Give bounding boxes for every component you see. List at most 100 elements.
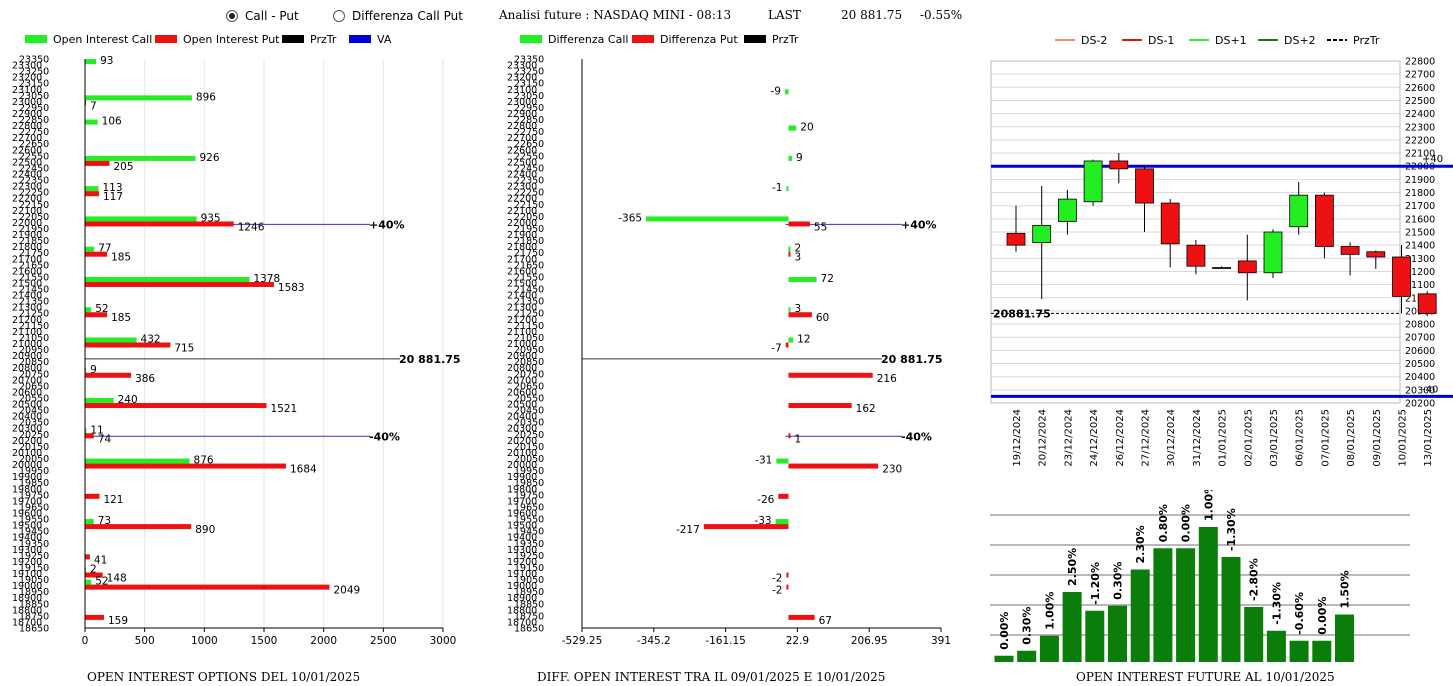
call-diff-bar bbox=[776, 458, 789, 464]
y-tick-label: 20600 bbox=[1405, 346, 1435, 357]
strike-tick-label: 22400 bbox=[507, 170, 537, 181]
call-bar bbox=[85, 579, 92, 585]
future-bar bbox=[1221, 557, 1241, 662]
put-bar-label: 1246 bbox=[238, 221, 265, 233]
strike-tick-label: 20200 bbox=[507, 436, 537, 447]
y-tick-label: 22800 bbox=[1405, 57, 1435, 68]
x-tick-label: 0 bbox=[82, 635, 89, 647]
strike-tick-label: 21600 bbox=[12, 266, 42, 277]
future-bar bbox=[1312, 640, 1332, 662]
y-tick-label: 22600 bbox=[1405, 83, 1435, 94]
put-bar bbox=[85, 281, 274, 287]
strike-tick-label: 22450 bbox=[514, 163, 544, 174]
strike-tick-label: 20950 bbox=[514, 345, 544, 356]
future-bar-label: 1.00% bbox=[1202, 490, 1215, 521]
strike-tick-label: 20150 bbox=[19, 442, 49, 453]
strike-tick-label: 22450 bbox=[19, 163, 49, 174]
strike-tick-label: 21550 bbox=[19, 272, 49, 283]
strike-tick-label: 22600 bbox=[12, 145, 42, 156]
candlestick-chart: DS-2 DS-1 DS+1 DS+2 PrzTr 20200 20300 20400 2050… bbox=[990, 34, 1453, 467]
strike-tick-label: 23250 bbox=[19, 67, 49, 78]
strike-tick-label: 22650 bbox=[19, 139, 49, 150]
put-bar bbox=[85, 463, 286, 469]
strike-tick-label: 18900 bbox=[12, 593, 42, 604]
strike-tick-label: 21450 bbox=[19, 285, 49, 296]
legend-label: Open Interest Put bbox=[183, 33, 280, 46]
strike-tick-label: 20250 bbox=[19, 430, 49, 441]
strike-tick-label: 19350 bbox=[19, 539, 49, 550]
strike-tick-label: 19150 bbox=[19, 563, 49, 574]
strike-tick-label: 21600 bbox=[507, 266, 537, 277]
radio-call-put[interactable]: Call - Put bbox=[226, 9, 299, 23]
strike-tick-label: 22900 bbox=[12, 109, 42, 120]
radio-diff-call-put[interactable]: Differenza Call Put bbox=[333, 9, 463, 23]
strike-tick-label: 22100 bbox=[12, 206, 42, 217]
future-bar bbox=[1062, 592, 1082, 662]
radio-diff-label: Differenza Call Put bbox=[352, 9, 463, 23]
candle-body bbox=[1186, 244, 1206, 267]
radio-unselected-icon[interactable] bbox=[333, 10, 345, 22]
radio-selected-icon[interactable] bbox=[226, 10, 238, 22]
future-bar-label: 1.50% bbox=[1339, 570, 1352, 608]
strike-tick-label: 20850 bbox=[514, 357, 544, 368]
strike-tick-label: 19200 bbox=[507, 557, 537, 568]
strike-tick-label: 21700 bbox=[12, 254, 42, 265]
page-title: Analisi future : NASDAQ MINI - 08:13 bbox=[499, 8, 732, 22]
y-tick-label: 21700 bbox=[1405, 201, 1435, 212]
strike-tick-label: 19000 bbox=[507, 581, 537, 592]
candle-body bbox=[1058, 198, 1077, 222]
strike-tick-label: 22250 bbox=[19, 188, 49, 199]
strike-tick-label: 20250 bbox=[514, 430, 544, 441]
candle-body bbox=[1032, 225, 1052, 243]
strike-tick-label: 20800 bbox=[507, 363, 537, 374]
legend-label: DS+1 bbox=[1215, 34, 1247, 47]
strike-tick-label: 20050 bbox=[514, 454, 544, 465]
x-tick-label: 02/01/2025 bbox=[1243, 409, 1254, 467]
call-bar-label: 896 bbox=[196, 91, 216, 103]
future-bar bbox=[1266, 630, 1286, 662]
y-tick-label: 21300 bbox=[1405, 254, 1435, 265]
legend-swatch bbox=[632, 35, 654, 43]
put-bar bbox=[85, 403, 267, 409]
put-diff-bar bbox=[788, 614, 815, 620]
y-tick-label: 20700 bbox=[1405, 333, 1435, 344]
strike-tick-label: 21400 bbox=[12, 291, 42, 302]
future-bar bbox=[1176, 548, 1196, 662]
strike-tick-label: 20650 bbox=[19, 381, 49, 392]
strike-tick-label: 21450 bbox=[514, 285, 544, 296]
future-chart-footer: OPEN INTEREST FUTURE AL 10/01/2025 bbox=[1076, 670, 1335, 684]
strike-tick-label: 22200 bbox=[507, 194, 537, 205]
put-bar bbox=[85, 160, 110, 166]
strike-tick-label: 23000 bbox=[12, 97, 42, 108]
strike-tick-label: 20750 bbox=[514, 369, 544, 380]
call-bar bbox=[85, 367, 87, 373]
strike-tick-label: 20300 bbox=[507, 424, 537, 435]
future-bar-label: 0.00% bbox=[1316, 597, 1329, 635]
strike-tick-label: 20950 bbox=[19, 345, 49, 356]
strike-tick-label: 19500 bbox=[507, 521, 537, 532]
legend-label: DS-2 bbox=[1081, 34, 1107, 47]
x-tick-label: 13/01/2025 bbox=[1423, 409, 1434, 467]
put-diff-bar bbox=[788, 433, 791, 439]
put-bar bbox=[85, 372, 132, 378]
strike-tick-label: 20000 bbox=[12, 460, 42, 471]
call-bar bbox=[85, 59, 97, 65]
future-bar bbox=[1153, 548, 1173, 662]
strike-tick-label: 21900 bbox=[507, 230, 537, 241]
strike-tick-label: 21300 bbox=[507, 303, 537, 314]
call-bar bbox=[85, 246, 95, 252]
put-bar bbox=[85, 312, 108, 318]
call-bar bbox=[85, 119, 98, 125]
strike-tick-label: 21350 bbox=[19, 297, 49, 308]
y-tick-label: 22700 bbox=[1405, 70, 1435, 81]
strike-tick-label: 18950 bbox=[19, 587, 49, 598]
strike-tick-label: 22550 bbox=[514, 151, 544, 162]
call-diff-label: -365 bbox=[618, 212, 642, 224]
put-diff-bar bbox=[786, 572, 789, 578]
legend-label: Differenza Call bbox=[548, 33, 628, 46]
future-bar bbox=[1289, 640, 1309, 662]
strike-tick-label: 18700 bbox=[12, 617, 42, 628]
strike-tick-label: 21950 bbox=[514, 224, 544, 235]
strike-tick-label: 20900 bbox=[507, 351, 537, 362]
strike-tick-label: 19050 bbox=[514, 575, 544, 586]
